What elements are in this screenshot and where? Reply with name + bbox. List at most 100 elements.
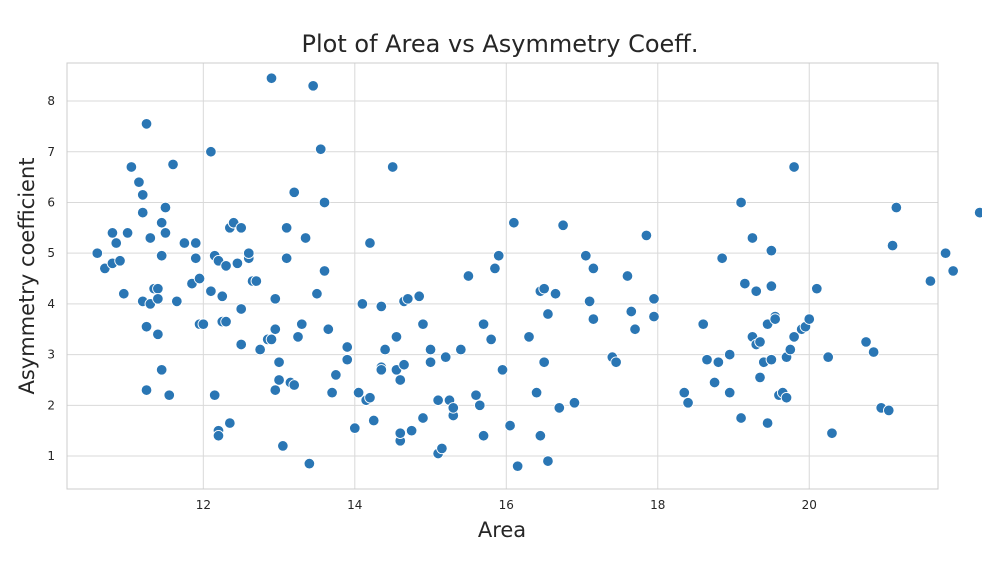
data-point	[417, 412, 429, 424]
data-point	[678, 386, 691, 399]
data-point	[152, 328, 164, 341]
data-point	[629, 323, 641, 336]
data-point	[106, 227, 119, 239]
data-point	[269, 323, 282, 336]
data-point	[402, 293, 414, 305]
data-point	[447, 402, 460, 414]
x-tick-label: 14	[347, 498, 362, 512]
data-point	[155, 364, 168, 376]
data-point	[193, 272, 206, 285]
data-point	[140, 384, 153, 396]
data-point	[682, 397, 694, 409]
data-points	[91, 72, 982, 472]
data-point	[462, 270, 475, 282]
data-point	[723, 386, 736, 399]
data-point	[250, 275, 263, 287]
data-point	[349, 422, 361, 434]
data-point	[318, 196, 331, 209]
data-point	[243, 247, 255, 259]
data-point	[890, 201, 903, 214]
data-point	[190, 237, 202, 249]
data-point	[496, 364, 509, 376]
data-point	[712, 356, 725, 368]
x-tick-label: 18	[650, 498, 665, 512]
data-point	[364, 391, 376, 404]
data-point	[299, 232, 312, 244]
data-point	[280, 252, 293, 264]
data-point	[485, 333, 497, 346]
data-point	[159, 201, 172, 214]
data-point	[625, 305, 638, 318]
data-point	[765, 353, 778, 366]
data-point	[178, 237, 191, 249]
data-point	[417, 318, 429, 330]
data-point	[583, 295, 596, 308]
data-point	[886, 239, 899, 252]
data-point	[269, 384, 282, 396]
data-point	[288, 186, 300, 199]
data-point	[580, 249, 592, 262]
data-point	[826, 427, 838, 439]
data-point	[269, 293, 282, 305]
data-point	[754, 371, 766, 384]
data-point	[432, 394, 444, 407]
data-point	[318, 265, 331, 277]
data-point	[220, 260, 232, 272]
data-point	[136, 189, 149, 201]
data-point	[973, 206, 982, 219]
data-point	[784, 343, 797, 356]
data-point	[735, 196, 747, 209]
data-point	[803, 313, 815, 325]
y-axis-label: Asymmetry coefficient	[15, 158, 39, 395]
data-point	[621, 270, 634, 282]
data-point	[330, 369, 342, 381]
data-point	[356, 298, 369, 310]
data-point	[640, 229, 653, 242]
data-point	[405, 424, 418, 437]
data-point	[352, 386, 365, 399]
data-point	[91, 247, 104, 259]
y-tick-label: 6	[47, 195, 55, 209]
data-point	[716, 252, 728, 264]
data-point	[205, 145, 217, 158]
data-point	[190, 252, 202, 264]
data-point	[811, 282, 823, 295]
data-point	[534, 430, 547, 442]
data-point	[765, 244, 778, 257]
data-point	[341, 353, 353, 366]
data-point	[296, 318, 308, 330]
data-point	[750, 285, 762, 297]
data-point	[205, 285, 217, 297]
data-point	[265, 72, 278, 84]
data-point	[424, 343, 437, 356]
data-point	[439, 351, 452, 363]
data-point	[159, 227, 172, 239]
data-point	[394, 374, 407, 386]
data-point	[235, 303, 247, 315]
data-point	[455, 343, 467, 356]
data-point	[216, 290, 229, 303]
data-point	[523, 331, 535, 343]
data-point	[273, 374, 285, 386]
data-point	[341, 341, 353, 353]
data-point	[398, 359, 410, 371]
data-point	[379, 343, 391, 356]
data-point	[822, 351, 834, 363]
data-point	[413, 290, 425, 303]
data-point	[492, 249, 505, 262]
data-point	[367, 414, 380, 427]
data-point	[121, 227, 134, 239]
y-tick-label: 4	[47, 297, 55, 311]
data-point	[708, 376, 721, 389]
data-point	[470, 389, 482, 401]
data-point	[553, 402, 566, 414]
x-tick-label: 20	[802, 498, 817, 512]
data-point	[648, 293, 660, 305]
data-point	[171, 295, 183, 308]
data-point	[511, 460, 524, 472]
data-point	[436, 442, 448, 455]
data-point	[235, 338, 247, 351]
data-point	[265, 333, 278, 346]
y-tick-label: 7	[47, 145, 55, 159]
data-point	[307, 80, 319, 92]
